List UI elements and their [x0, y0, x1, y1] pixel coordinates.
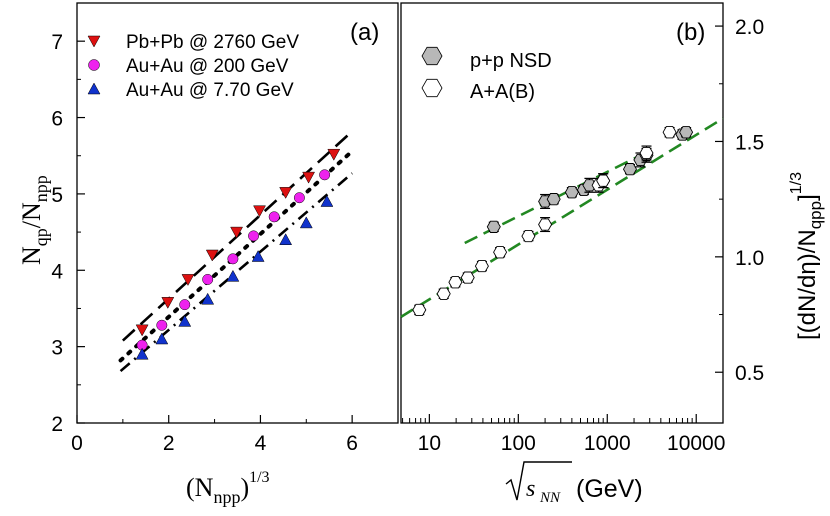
- panel-a-xtick-label: 4: [255, 432, 267, 455]
- panel-a-data: [135, 148, 341, 360]
- panel-a-legend: Pb+Pb @ 2760 GeV Au+Au @ 200 GeV Au+Au @…: [87, 32, 299, 101]
- point-au-au-200-gev: [156, 319, 168, 331]
- point-au-au-200-gev: [268, 211, 280, 223]
- legend-label-auau770: Au+Au @ 7.70 GeV: [126, 80, 294, 101]
- point-au-au-200-gev: [227, 253, 239, 265]
- panel-b-frame: [400, 2, 724, 424]
- panel-b-fit-lines: [400, 117, 724, 318]
- legend-label-auau200: Au+Au @ 200 GeV: [126, 56, 289, 77]
- panel-a-xlabel: (Nnpp)1/3: [186, 469, 270, 507]
- point-au-au-200-gev: [293, 192, 305, 204]
- panel-a-xtick-label: 2: [163, 432, 175, 455]
- point-a-a-b: [493, 246, 508, 259]
- point-pb-pb-2760-gev: [135, 324, 149, 337]
- panel-a-ytick-label: 6: [51, 108, 63, 131]
- panel-b-legend: p+p NSD A+A(B): [421, 46, 552, 103]
- point-au-au-7-70-gev: [135, 347, 149, 360]
- panel-a-xtick-label: 0: [71, 432, 83, 455]
- panel-a-frame: [76, 2, 399, 424]
- legend-label-aa: A+A(B): [470, 81, 535, 103]
- panel-a-ytick-label: 2: [51, 413, 63, 436]
- panel-a-xtick-label: 6: [346, 432, 358, 455]
- point-p-p-nsd: [622, 163, 638, 176]
- point-au-au-7-70-gev: [201, 292, 215, 305]
- panel-b-label: (b): [676, 19, 705, 46]
- point-pb-pb-2760-gev: [253, 205, 266, 218]
- panel-b-xlabel-s: s: [526, 476, 535, 502]
- panel-a-label: (a): [350, 19, 379, 46]
- panel-a-ytick-label: 7: [51, 31, 63, 54]
- legend-marker-pbpb: [87, 35, 101, 48]
- panel-a-ytick-label: 3: [51, 337, 63, 360]
- point-pb-pb-2760-gev: [161, 297, 175, 309]
- point-a-a-b: [538, 218, 553, 231]
- point-au-au-7-70-gev: [155, 332, 169, 345]
- sqrt-symbol: [505, 461, 572, 501]
- point-p-p-nsd: [582, 179, 597, 192]
- panel-a-ytick-label: 5: [51, 184, 63, 207]
- panel-b-ytick-label: 1.0: [735, 247, 764, 270]
- panel-b-xtick-label: 1000: [584, 432, 631, 455]
- point-a-a-b: [474, 259, 489, 273]
- panel-b-ytick-label: 2.0: [735, 16, 764, 39]
- point-pb-pb-2760-gev: [205, 249, 219, 262]
- panel-a-ytick-label: 4: [51, 260, 63, 283]
- point-au-au-7-70-gev: [178, 314, 192, 327]
- panel-b-xlabel: s NN (GeV): [505, 461, 643, 506]
- point-au-au-7-70-gev: [251, 250, 265, 262]
- point-au-au-7-70-gev: [226, 269, 240, 282]
- fit-line-dash-dot: [119, 172, 353, 373]
- panel-b-xlabel-sub: NN: [539, 490, 561, 506]
- panel-b-data: [412, 126, 694, 317]
- point-a-a-b: [460, 271, 475, 284]
- point-au-au-200-gev: [202, 273, 214, 285]
- panel-b-xtick-label: 100: [501, 432, 536, 455]
- point-a-a-b: [436, 287, 451, 300]
- point-a-a-b: [596, 174, 611, 187]
- legend-marker-auau770: [87, 82, 101, 95]
- panel-b-ytick-label: 0.5: [735, 362, 764, 385]
- legend-label-pbpb: Pb+Pb @ 2760 GeV: [126, 32, 299, 53]
- point-pb-pb-2760-gev: [302, 171, 315, 184]
- panel-b-ylabel: [(dN/dη)/Nqpp]1/3: [788, 172, 825, 340]
- point-au-au-7-70-gev: [299, 216, 313, 229]
- legend-marker-pp: [421, 46, 443, 66]
- point-a-a-b: [412, 303, 427, 317]
- fit-line-green-0: [400, 117, 724, 318]
- point-a-a-b: [448, 276, 463, 289]
- point-pb-pb-2760-gev: [230, 226, 244, 239]
- panel-b-xlabel-unit: (GeV): [576, 475, 643, 503]
- point-p-p-nsd: [486, 220, 501, 233]
- point-au-au-200-gev: [319, 169, 331, 181]
- panel-b-xtick-label: 10: [418, 432, 441, 455]
- point-au-au-7-70-gev: [279, 233, 293, 245]
- panel-b-xtick-label: 10000: [667, 432, 725, 455]
- point-pb-pb-2760-gev: [279, 187, 293, 199]
- point-a-a-b: [639, 146, 654, 160]
- point-a-a-b: [662, 126, 677, 139]
- point-p-p-nsd: [679, 126, 694, 139]
- panel-a-fit-lines: [118, 130, 355, 373]
- point-au-au-200-gev: [248, 230, 260, 242]
- point-au-au-200-gev: [179, 299, 191, 311]
- point-au-au-7-70-gev: [320, 195, 334, 207]
- point-p-p-nsd: [546, 193, 561, 206]
- panel-b-ytick-label: 1.5: [735, 131, 764, 154]
- point-p-p-nsd: [564, 186, 579, 199]
- legend-label-pp: p+p NSD: [470, 50, 552, 72]
- panel-b-axes: 10 100 1000 10000 0.5 1.0 1.5 2.0: [402, 16, 764, 455]
- legend-marker-auau200: [88, 59, 100, 71]
- panel-a-ylabel: Nqp/Nnpp: [17, 175, 51, 265]
- point-a-a-b: [521, 229, 536, 243]
- point-pb-pb-2760-gev: [181, 274, 195, 286]
- point-pb-pb-2760-gev: [327, 148, 341, 161]
- legend-marker-aa: [421, 78, 443, 98]
